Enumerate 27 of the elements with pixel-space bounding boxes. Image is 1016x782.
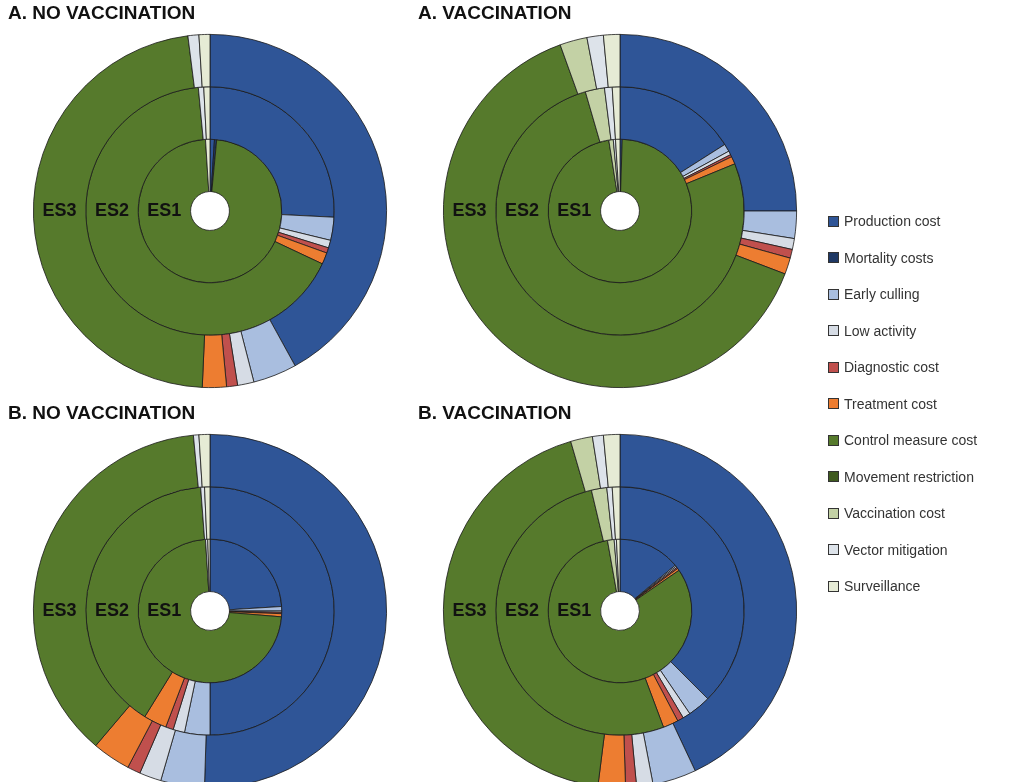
legend-label: Vaccination cost <box>844 505 945 522</box>
legend-label: Low activity <box>844 322 917 339</box>
slice-label: ES3 <box>42 599 77 620</box>
legend-label: Early culling <box>844 286 920 303</box>
slice-label: ES3 <box>452 599 487 620</box>
legend-label: Vector mitigation <box>844 541 948 558</box>
legend-label: Production cost <box>844 213 941 230</box>
legend-label: Mortality costs <box>844 249 934 266</box>
slice-label: ES2 <box>504 199 539 220</box>
chart-title: B. NO VACCINATION <box>8 402 196 424</box>
slice-label: ES2 <box>504 599 539 620</box>
legend-label: Control measure cost <box>844 432 978 449</box>
slice-label: ES1 <box>557 199 592 220</box>
slice-label: ES3 <box>452 199 487 220</box>
slice-label: ES2 <box>94 199 129 220</box>
slice-label: ES2 <box>94 599 129 620</box>
slice-label: ES1 <box>147 199 182 220</box>
legend-label: Diagnostic cost <box>844 359 939 376</box>
slice-label: ES1 <box>147 599 182 620</box>
slice-label: ES1 <box>557 599 592 620</box>
chart-title: A. VACCINATION <box>418 2 572 24</box>
slice-label: ES3 <box>42 199 77 220</box>
legend-label: Movement restriction <box>844 468 974 485</box>
chart-title: A. NO VACCINATION <box>8 2 196 24</box>
legend-label: Surveillance <box>844 578 921 595</box>
chart-title: B. VACCINATION <box>418 402 572 424</box>
legend-label: Treatment cost <box>844 395 937 412</box>
